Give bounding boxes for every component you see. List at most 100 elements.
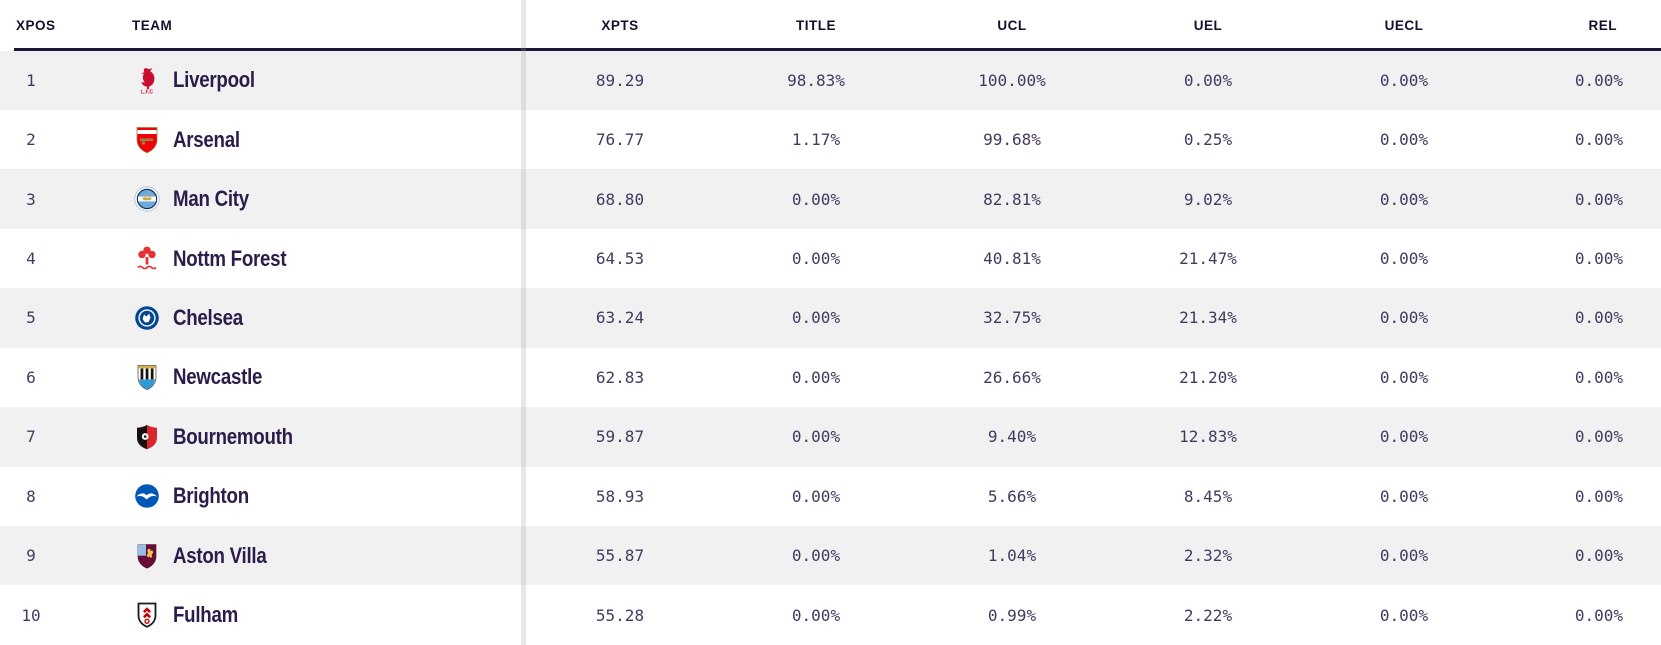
- team-cell: Arsenal: [62, 110, 522, 169]
- uel-prob-cell: 12.83%: [1179, 427, 1237, 447]
- liverpool-crest-icon: L.F.C: [134, 66, 160, 94]
- nottm-forest-crest-icon: [134, 245, 160, 273]
- team-label-group: Fulham: [134, 601, 522, 629]
- rel-prob-cell: 0.00%: [1574, 189, 1623, 209]
- table-header: XPOS TEAM XPTS TITLE UCL UEL UECL REL: [0, 0, 1661, 51]
- ucl-prob-cell: 100.00%: [978, 70, 1046, 90]
- ucl-prob-cell: 1.04%: [987, 546, 1037, 566]
- team-cell: Aston Villa: [62, 526, 522, 585]
- title-prob-cell: 1.17%: [791, 130, 841, 150]
- team-cell: Fulham: [62, 585, 522, 644]
- team-label-group: Man City: [134, 185, 522, 213]
- uecl-prob-cell: 0.00%: [1379, 130, 1429, 150]
- table-body: 1 L.F.C Liverpool 89.29 98.83% 100.00% 0…: [0, 50, 1661, 645]
- xpts-cell: 68.80: [595, 189, 645, 209]
- xpts-cell: 58.93: [595, 486, 645, 506]
- man-city-crest-icon: [134, 185, 160, 213]
- xpos-cell: 5: [26, 308, 36, 328]
- brighton-crest-icon: [134, 482, 160, 510]
- fulham-crest-icon: [134, 601, 160, 629]
- team-name: Newcastle: [173, 364, 263, 390]
- rel-prob-cell: 0.00%: [1574, 486, 1623, 506]
- xpos-cell: 1: [26, 70, 36, 90]
- xpts-cell: 63.24: [595, 308, 645, 328]
- uel-prob-cell: 0.00%: [1183, 70, 1233, 90]
- team-label-group: Newcastle: [134, 363, 522, 391]
- col-header-xpos: XPOS: [16, 17, 56, 33]
- xpts-cell: 76.77: [595, 130, 645, 150]
- col-header-uel: UEL: [1193, 17, 1223, 33]
- team-cell: L.F.C Liverpool: [62, 51, 522, 110]
- xpts-cell: 55.87: [595, 546, 645, 566]
- title-prob-cell: 0.00%: [791, 189, 841, 209]
- xpts-cell: 55.28: [595, 605, 645, 625]
- team-name: Chelsea: [173, 304, 243, 330]
- team-cell: Man City: [62, 169, 522, 228]
- team-name: Brighton: [173, 483, 249, 509]
- uecl-prob-cell: 0.00%: [1379, 546, 1429, 566]
- team-name: Aston Villa: [173, 542, 267, 568]
- title-prob-cell: 0.00%: [791, 486, 841, 506]
- team-label-group: Chelsea: [134, 304, 522, 332]
- col-header-uecl: UECL: [1384, 17, 1424, 33]
- ucl-prob-cell: 40.81%: [983, 249, 1041, 269]
- ucl-prob-cell: 5.66%: [987, 486, 1037, 506]
- title-prob-cell: 0.00%: [791, 249, 841, 269]
- col-header-ucl: UCL: [997, 17, 1027, 33]
- team-cell: Brighton: [62, 467, 522, 526]
- team-cell: Bournemouth: [62, 407, 522, 466]
- title-prob-cell: 0.00%: [791, 367, 841, 387]
- team-row-brighton: 8 Brighton 58.93 0.00% 5.66% 8.45% 0.00%…: [0, 467, 1661, 526]
- xpos-cell: 4: [26, 249, 36, 269]
- uel-prob-cell: 2.22%: [1183, 605, 1233, 625]
- team-label-group: Arsenal: [134, 126, 522, 154]
- team-label-group: Brighton: [134, 482, 522, 510]
- xpts-cell: 62.83: [595, 367, 645, 387]
- team-row-chelsea: 5 Chelsea 63.24 0.00% 32.75% 21.34% 0.00…: [0, 288, 1661, 348]
- team-name: Fulham: [173, 602, 238, 628]
- team-row-aston-villa: 9 Aston Villa 55.87 0.00% 1.04% 2.32% 0.…: [0, 526, 1661, 586]
- newcastle-crest-icon: [134, 363, 160, 391]
- uecl-prob-cell: 0.00%: [1379, 486, 1429, 506]
- team-name: Liverpool: [173, 67, 255, 93]
- uecl-prob-cell: 0.00%: [1379, 70, 1429, 90]
- col-header-title: TITLE: [796, 17, 836, 33]
- team-name: Arsenal: [173, 126, 240, 152]
- team-name: Nottm Forest: [173, 245, 287, 271]
- team-name: Man City: [173, 186, 249, 212]
- title-prob-cell: 0.00%: [791, 605, 841, 625]
- team-row-fulham: 10 Fulham 55.28 0.00% 0.99% 2.22% 0.00% …: [0, 585, 1661, 644]
- aston-villa-crest-icon: [134, 542, 160, 570]
- team-row-man-city: 3 Man City 68.80 0.00% 82.81% 9.02% 0.00…: [0, 169, 1661, 229]
- xpos-cell: 2: [26, 130, 36, 150]
- rel-prob-cell: 0.00%: [1574, 546, 1623, 566]
- xpts-cell: 59.87: [595, 427, 645, 447]
- rel-prob-cell: 0.00%: [1574, 70, 1623, 90]
- xpos-cell: 3: [26, 189, 36, 209]
- svg-text:L.F.C: L.F.C: [141, 90, 153, 95]
- team-row-newcastle: 6 Newcastle 62.83 0.00% 26.66% 21.20% 0.…: [0, 348, 1661, 407]
- team-row-bournemouth: 7 Bournemouth 59.87 0.00% 9.40% 12.83% 0…: [0, 407, 1661, 467]
- uel-prob-cell: 2.32%: [1183, 546, 1233, 566]
- bournemouth-crest-icon: [134, 423, 160, 451]
- rel-prob-cell: 0.00%: [1574, 427, 1623, 447]
- rel-prob-cell: 0.00%: [1574, 605, 1623, 625]
- xpos-cell: 8: [26, 486, 36, 506]
- team-name: Bournemouth: [173, 423, 293, 449]
- team-row-arsenal: 2 Arsenal 76.77 1.17% 99.68% 0.25% 0.00%…: [0, 110, 1661, 169]
- title-prob-cell: 0.00%: [791, 546, 841, 566]
- rel-prob-cell: 0.00%: [1574, 249, 1623, 269]
- team-label-group: Bournemouth: [134, 423, 522, 451]
- ucl-prob-cell: 0.99%: [987, 605, 1037, 625]
- xpts-cell: 89.29: [595, 70, 645, 90]
- ucl-prob-cell: 32.75%: [983, 308, 1041, 328]
- team-label-group: L.F.C Liverpool: [134, 66, 522, 94]
- xpos-cell: 9: [26, 546, 36, 566]
- arsenal-crest-icon: [134, 126, 160, 154]
- uel-prob-cell: 0.25%: [1183, 130, 1233, 150]
- uecl-prob-cell: 0.00%: [1379, 427, 1429, 447]
- uel-prob-cell: 21.34%: [1179, 308, 1237, 328]
- uecl-prob-cell: 0.00%: [1379, 605, 1429, 625]
